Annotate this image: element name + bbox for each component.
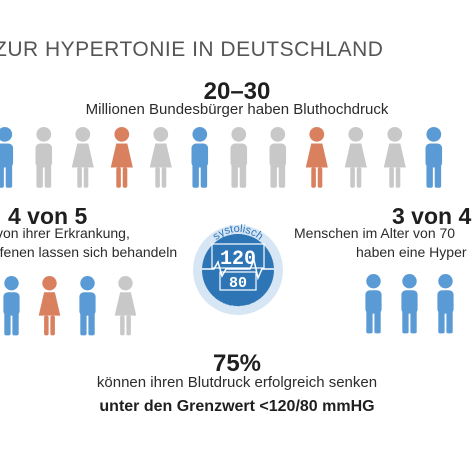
blood-pressure-gauge: systolisch diastolisch 120 80 bbox=[192, 212, 284, 328]
male-figure-icon bbox=[30, 127, 58, 190]
stat-right-value: 3 von 4 bbox=[392, 203, 472, 229]
pulse-line bbox=[202, 257, 274, 281]
stat-left-line2: ffenen lassen sich behandeln bbox=[0, 244, 178, 260]
stat-top-value: 20–30 bbox=[203, 78, 271, 105]
male-figure-icon bbox=[0, 127, 19, 190]
stat-right-line2: haben eine Hyper bbox=[356, 244, 467, 260]
female-figure-icon bbox=[112, 276, 139, 337]
male-figure-icon bbox=[360, 274, 387, 335]
male-figure-icon bbox=[186, 127, 214, 190]
gauge-diastolic-value: 80 bbox=[229, 275, 247, 292]
male-figure-icon bbox=[396, 274, 423, 335]
gauge-systolic-value: 120 bbox=[220, 248, 256, 271]
stat-left-line1: von ihrer Erkrankung, bbox=[0, 225, 130, 241]
female-figure-icon bbox=[342, 127, 370, 190]
stat-bottom-line2: unter den Grenzwert <120/80 mmHG bbox=[99, 398, 375, 415]
stat-bottom-value: 75% bbox=[212, 350, 262, 377]
female-figure-icon bbox=[303, 127, 331, 190]
female-figure-icon bbox=[108, 127, 136, 190]
female-figure-icon bbox=[69, 127, 97, 190]
page-title: ZUR HYPERTONIE IN DEUTSCHLAND bbox=[0, 38, 384, 61]
male-figure-icon bbox=[264, 127, 292, 190]
gauge-bottom-label: diastolisch bbox=[212, 290, 263, 309]
gauge-top-label: systolisch bbox=[211, 223, 266, 243]
male-figure-icon bbox=[225, 127, 253, 190]
male-figure-icon bbox=[420, 127, 448, 190]
female-figure-icon bbox=[381, 127, 409, 190]
female-figure-icon bbox=[147, 127, 175, 190]
male-figure-icon bbox=[74, 276, 101, 337]
female-figure-icon bbox=[36, 276, 63, 337]
stat-top-text: Millionen Bundesbürger haben Bluthochdru… bbox=[85, 101, 389, 118]
male-figure-icon bbox=[432, 274, 459, 335]
stat-bottom-line1: können ihren Blutdruck erfolgreich senke… bbox=[96, 374, 378, 391]
stat-left-value: 4 von 5 bbox=[8, 203, 88, 229]
stat-right-line1: Menschen im Alter von 70 bbox=[294, 225, 456, 241]
male-figure-icon bbox=[0, 276, 25, 337]
